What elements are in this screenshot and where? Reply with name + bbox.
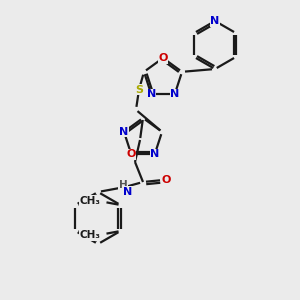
Text: O: O [158,53,168,63]
Text: S: S [135,85,143,95]
Text: CH₃: CH₃ [80,230,100,240]
Text: CH₃: CH₃ [80,196,100,206]
Text: N: N [150,149,159,159]
Text: N: N [119,127,129,137]
Text: N: N [170,89,179,99]
Text: O: O [127,149,136,159]
Text: O: O [161,175,171,185]
Text: N: N [210,16,220,26]
Text: N: N [123,187,133,197]
Text: H: H [118,180,127,190]
Text: N: N [147,89,156,99]
